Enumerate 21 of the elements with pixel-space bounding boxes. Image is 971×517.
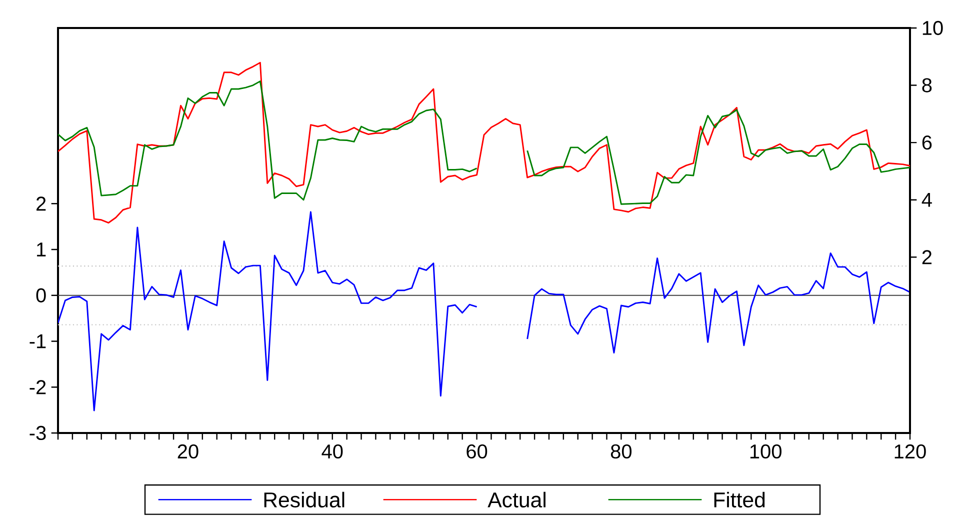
y-tick-label: 1 [37,242,46,256]
y2-tick-label: 6 [922,135,932,150]
y-tick-label: -1 [30,334,46,348]
x-tick-label: 80 [610,444,632,459]
y2-tick-label: 8 [922,78,932,92]
x-tick-label: 100 [750,444,782,459]
y-tick-label: -3 [30,426,46,440]
legend-label: Actual [488,492,546,508]
x-tick-label: 20 [178,444,198,459]
y2-tick-label: 2 [922,250,932,264]
y2-tick-label: 4 [922,192,932,207]
x-tick-label: 40 [322,444,343,459]
y-tick-label: -2 [30,380,46,394]
x-tick-label: 120 [894,444,926,459]
y-tick-label: 0 [36,288,46,302]
legend-label: Residual [264,492,344,508]
y-tick-label: 2 [36,196,46,211]
x-tick-label: 60 [466,444,488,459]
legend-label: Fitted [714,492,765,508]
line-series [58,62,910,224]
y2-tick-label: 10 [922,20,943,36]
